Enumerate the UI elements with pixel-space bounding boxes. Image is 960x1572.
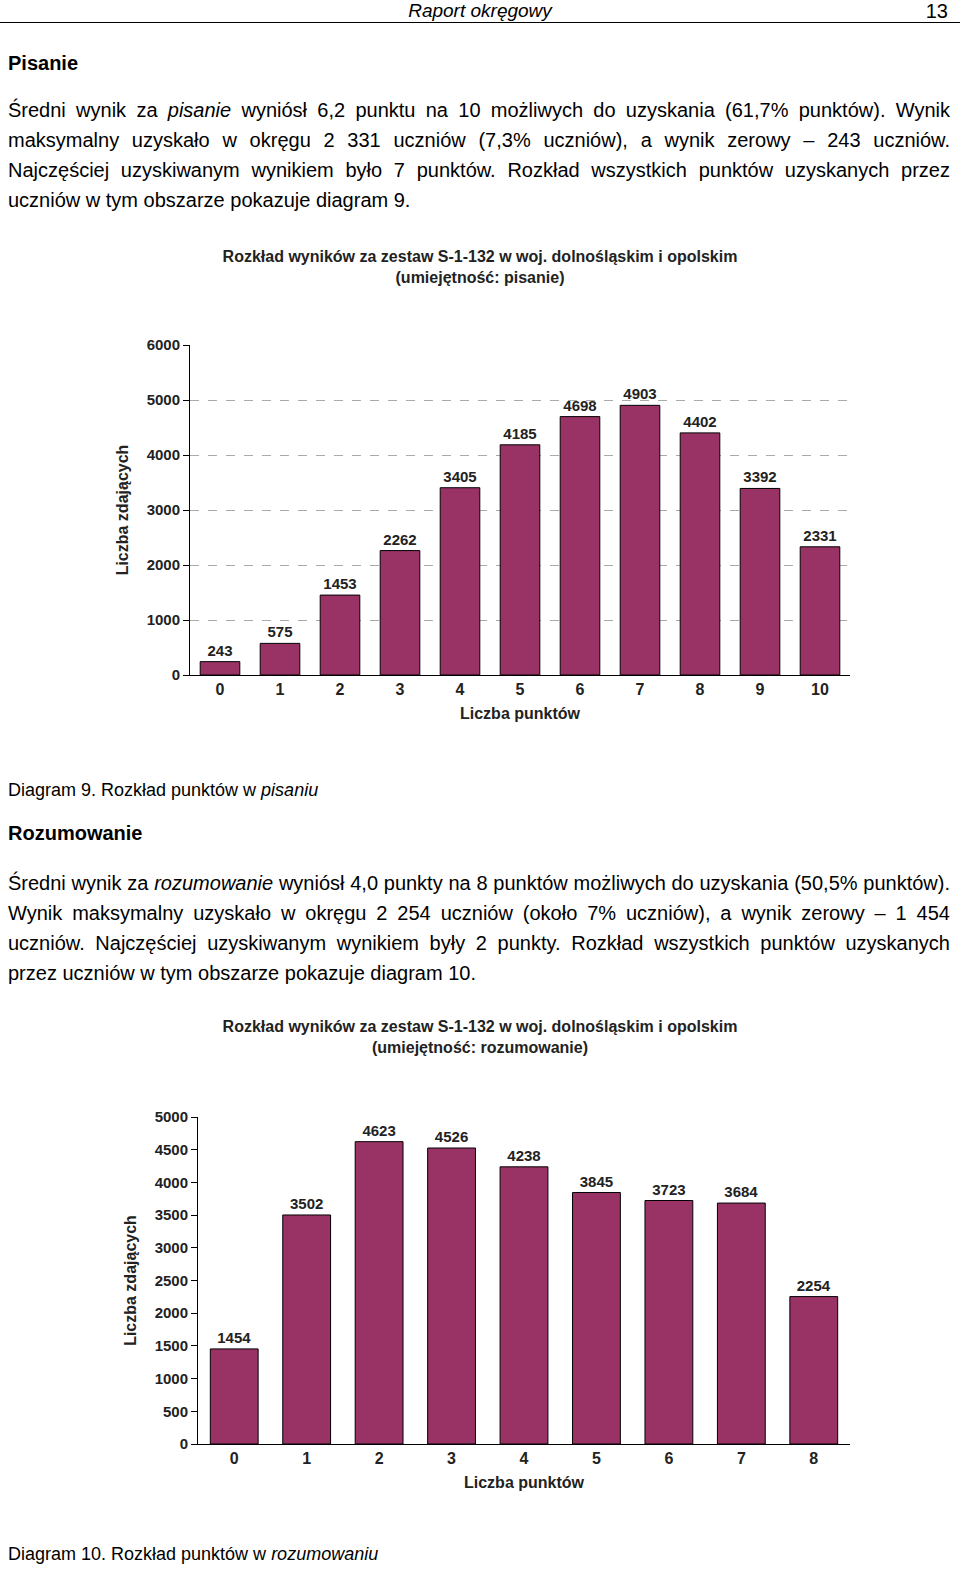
- svg-text:6000: 6000: [147, 336, 180, 353]
- svg-text:1: 1: [302, 1450, 311, 1467]
- svg-text:2331: 2331: [803, 527, 836, 544]
- svg-text:7: 7: [636, 681, 645, 698]
- svg-text:2: 2: [336, 681, 345, 698]
- svg-text:1000: 1000: [147, 611, 180, 628]
- svg-text:4000: 4000: [147, 446, 180, 463]
- svg-text:1500: 1500: [155, 1337, 188, 1354]
- svg-text:4238: 4238: [507, 1147, 540, 1164]
- svg-text:3845: 3845: [580, 1173, 613, 1190]
- svg-text:Rozkład wyników za zestaw S-1-: Rozkład wyników za zestaw S-1-132 w woj.…: [223, 248, 738, 286]
- svg-text:8: 8: [696, 681, 705, 698]
- svg-text:3392: 3392: [743, 468, 776, 485]
- svg-text:Rozkład wyników za zestaw S-1-: Rozkład wyników za zestaw S-1-132 w woj.…: [223, 1018, 738, 1056]
- svg-text:3000: 3000: [155, 1239, 188, 1256]
- svg-text:2254: 2254: [797, 1277, 831, 1294]
- svg-text:2000: 2000: [147, 556, 180, 573]
- svg-text:0: 0: [230, 1450, 239, 1467]
- svg-text:5: 5: [516, 681, 525, 698]
- html-text:Raport okręgowy: Raport okręgowy: [408, 0, 552, 21]
- svg-text:3000: 3000: [147, 501, 180, 518]
- svg-text:3: 3: [447, 1450, 456, 1467]
- html-text:Pisanie: Pisanie: [8, 52, 78, 74]
- svg-text:575: 575: [267, 623, 292, 640]
- svg-text:3502: 3502: [290, 1195, 323, 1212]
- svg-text:Liczba zdających: Liczba zdających: [114, 445, 131, 576]
- html-text:Diagram 9. Rozkład punktów w p: Diagram 9. Rozkład punktów w pisaniu: [8, 780, 319, 800]
- svg-text:4526: 4526: [435, 1128, 468, 1145]
- svg-text:500: 500: [163, 1403, 188, 1420]
- svg-text:Liczba zdających: Liczba zdających: [122, 1215, 139, 1346]
- svg-text:1000: 1000: [155, 1370, 188, 1387]
- svg-text:2500: 2500: [155, 1272, 188, 1289]
- svg-text:3684: 3684: [724, 1183, 758, 1200]
- svg-text:2000: 2000: [155, 1304, 188, 1321]
- svg-text:4402: 4402: [683, 413, 716, 430]
- html-text:Rozumowanie: Rozumowanie: [8, 822, 143, 844]
- svg-text:1453: 1453: [323, 575, 356, 592]
- svg-text:3723: 3723: [652, 1181, 685, 1198]
- svg-text:Liczba punktów: Liczba punktów: [464, 1474, 585, 1491]
- svg-text:1454: 1454: [217, 1329, 251, 1346]
- svg-text:1: 1: [276, 681, 285, 698]
- svg-text:9: 9: [756, 681, 765, 698]
- svg-text:4000: 4000: [155, 1174, 188, 1191]
- svg-text:7: 7: [737, 1450, 746, 1467]
- svg-text:Liczba punktów: Liczba punktów: [460, 705, 581, 722]
- svg-text:4623: 4623: [362, 1122, 395, 1139]
- svg-text:2262: 2262: [383, 531, 416, 548]
- svg-text:5000: 5000: [147, 391, 180, 408]
- svg-text:5: 5: [592, 1450, 601, 1467]
- svg-text:10: 10: [811, 681, 829, 698]
- svg-text:4500: 4500: [155, 1141, 188, 1158]
- svg-text:6: 6: [576, 681, 585, 698]
- svg-text:4: 4: [520, 1450, 529, 1467]
- html-text:13: 13: [925, 0, 948, 22]
- svg-text:0: 0: [172, 666, 180, 683]
- svg-text:3500: 3500: [155, 1206, 188, 1223]
- svg-text:6: 6: [664, 1450, 673, 1467]
- svg-text:8: 8: [809, 1450, 818, 1467]
- svg-text:3405: 3405: [443, 468, 476, 485]
- html-text:Średni wynik za rozumowanie wy: Średni wynik za rozumowanie wyniósł 4,0 …: [8, 872, 950, 984]
- svg-text:4185: 4185: [503, 425, 536, 442]
- svg-text:4: 4: [456, 681, 465, 698]
- svg-text:243: 243: [207, 642, 232, 659]
- svg-text:2: 2: [375, 1450, 384, 1467]
- svg-text:0: 0: [180, 1435, 188, 1452]
- svg-text:4903: 4903: [623, 385, 656, 402]
- html-text:Diagram 10. Rozkład punktów w: Diagram 10. Rozkład punktów w rozumowani…: [8, 1544, 379, 1564]
- svg-text:0: 0: [216, 681, 225, 698]
- html-text:Średni wynik za pisanie wyniós: Średni wynik za pisanie wyniósł 6,2 punk…: [8, 99, 950, 211]
- svg-text:5000: 5000: [155, 1108, 188, 1125]
- svg-text:4698: 4698: [563, 397, 596, 414]
- svg-text:3: 3: [396, 681, 405, 698]
